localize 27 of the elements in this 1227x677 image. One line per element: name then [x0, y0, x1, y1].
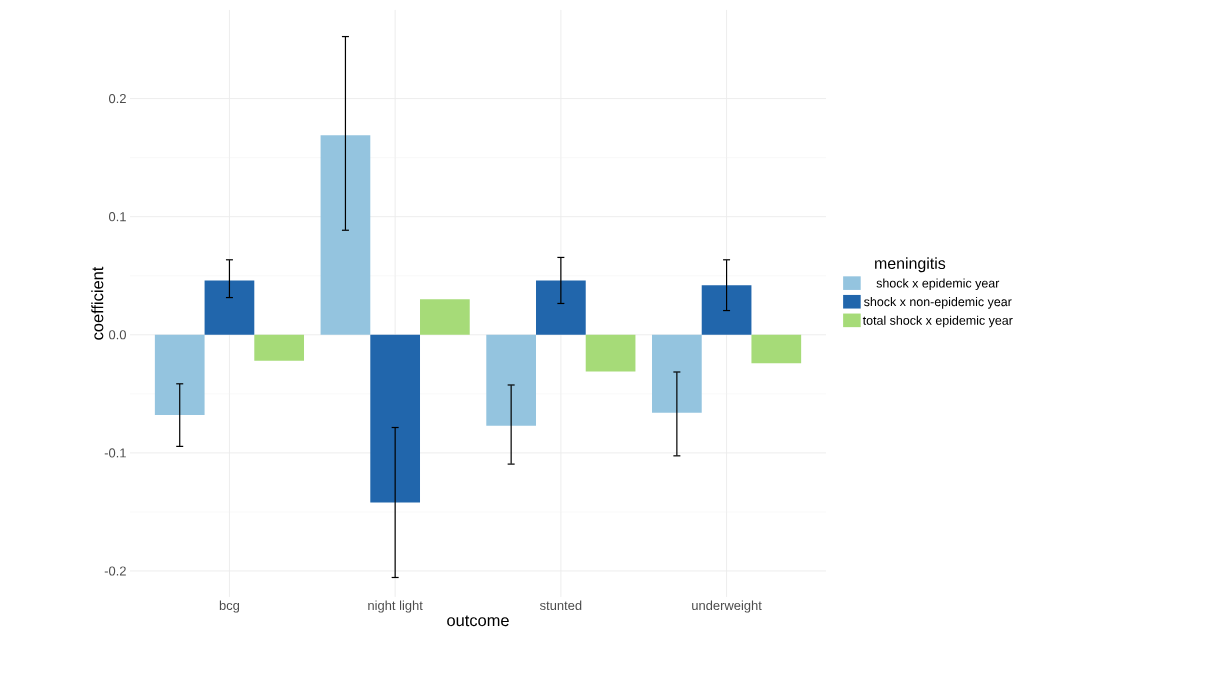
y-tick-label: 0.1 [108, 212, 126, 222]
bar [204, 280, 255, 335]
bar [701, 285, 752, 335]
x-tick-label: night light [368, 600, 423, 613]
bar [420, 299, 470, 335]
bar [585, 334, 636, 372]
x-axis-title: outcome [447, 615, 509, 627]
y-tick-label: -0.1 [104, 448, 126, 458]
legend-label: shock x non-epidemic year [864, 297, 1012, 309]
bar [370, 334, 421, 503]
legend-title: meningitis [875, 257, 946, 273]
y-tick-label: 0.0 [108, 330, 126, 340]
y-axis-title: coefficient [91, 266, 104, 340]
y-tick-label: 0.2 [108, 93, 126, 104]
bar [486, 334, 537, 426]
bar [536, 280, 586, 335]
x-tick-label: underweight [692, 600, 762, 613]
bar [154, 334, 205, 416]
y-tick-label: -0.2 [104, 566, 126, 576]
bar [652, 334, 702, 413]
bar [254, 334, 305, 361]
x-tick-label: stunted [539, 600, 582, 611]
legend-label: shock x epidemic year [876, 278, 1000, 291]
x-tick-label: bcg [219, 600, 240, 613]
bar [320, 135, 371, 335]
bar [751, 334, 802, 364]
legend-label: total shock x epidemic year [862, 315, 1013, 328]
